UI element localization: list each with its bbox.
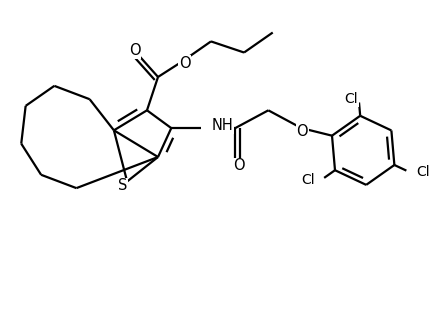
Text: NH: NH [212, 118, 234, 133]
Text: Cl: Cl [345, 92, 358, 106]
Text: O: O [178, 56, 190, 71]
Text: O: O [129, 43, 140, 58]
Text: Cl: Cl [301, 173, 315, 187]
Text: Cl: Cl [416, 165, 430, 179]
Text: S: S [118, 178, 127, 193]
Text: O: O [233, 158, 245, 173]
Text: O: O [297, 124, 308, 139]
